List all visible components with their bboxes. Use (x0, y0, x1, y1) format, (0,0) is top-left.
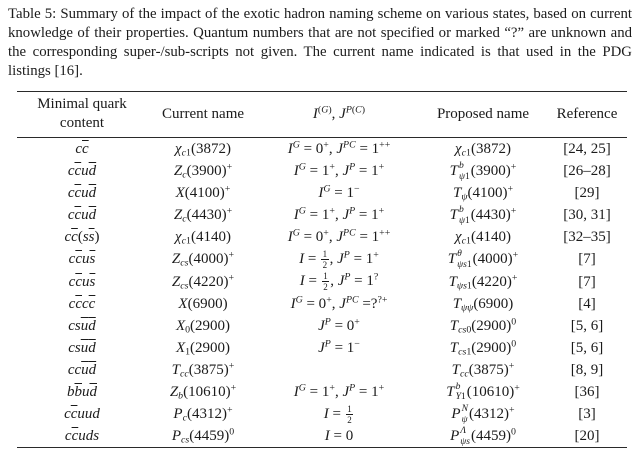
table-cell-quantum-numbers: IG = 0+, JPC =??+ (290, 294, 388, 312)
table-cell-reference: [20] (574, 428, 600, 445)
table-cell-proposed-name: Tcs1(2900)0 (449, 338, 517, 358)
table-cell-proposed-name: Tcc(3875)+ (451, 360, 515, 380)
table-cell-current-name: Zb(10610)+ (169, 382, 237, 402)
table-row: csud X1(2900) JP = 1− Tcs1(2900)0 [5, 6] (17, 337, 627, 359)
table-row: cc(ss) χc1(4140) IG = 0+, JPC = 1++ χc1(414… (17, 226, 627, 248)
table-cell-current-name: χc1(3872) (175, 141, 231, 159)
column-header: Current name (147, 91, 259, 138)
table-cell-quark-content: cc (75, 141, 89, 157)
table-row: ccud X(4100)+ IG = 1− Tψ(4100)+ [29] (17, 182, 627, 204)
table-cell-current-name: X1(2900) (175, 339, 231, 358)
table-cell-quark-content: ccuds (64, 428, 100, 445)
table-cell-quark-content: ccud (67, 185, 97, 201)
table-cell-quark-content: csud (68, 317, 96, 334)
table-cell-reference: [32–35] (563, 229, 611, 245)
column-header: Proposed name (419, 91, 547, 138)
table-cell-reference: [5, 6] (570, 317, 604, 334)
table-cell-current-name: X(6900) (178, 295, 228, 312)
table-cell-current-name: Zc(3900)+ (173, 161, 233, 181)
table-cell-current-name: Zcs(4000)+ (171, 249, 235, 269)
table-cell-quantum-numbers: JP = 1− (318, 338, 360, 356)
table-cell-quark-content: csud (68, 339, 96, 356)
table-cell-proposed-name: Tψs1(4220)+ (448, 272, 518, 292)
table-cell-proposed-name: Tψ(4100)+ (452, 183, 514, 203)
table-row: cc χc1(3872) IG = 0+, JPC = 1++ χc1(3872) [2… (17, 138, 627, 161)
table-cell-quantum-numbers: JP = 0+ (318, 316, 360, 334)
table-cell-reference: [24, 25] (563, 141, 611, 157)
table-cell-quantum-numbers: IG = 1+, JP = 1+ (293, 161, 385, 179)
column-header: Reference (547, 91, 627, 138)
table-cell-quark-content: ccud (67, 361, 97, 378)
table-cell-current-name: Pcs(4459)0 (171, 426, 235, 446)
table-cell-quark-content: cccc (68, 295, 96, 312)
table-cell-reference: [7] (578, 251, 596, 268)
table-cell-reference: [29] (574, 185, 600, 201)
table-cell-quantum-numbers: IG = 0+, JPC = 1++ (287, 139, 391, 157)
column-header: I(G), JP(C) (259, 91, 419, 138)
table-cell-current-name: X0(2900) (175, 317, 231, 336)
table-cell-quark-content: ccuud (64, 406, 100, 423)
table-cell-proposed-name: χc1(3872) (455, 141, 511, 159)
table-cell-reference: [26–28] (563, 163, 611, 179)
table-cell-quantum-numbers: IG = 1+, JP = 1+ (293, 382, 385, 400)
header-row: Minimal quark content Current name I(G), J… (17, 91, 627, 138)
table-cell-quantum-numbers: IG = 1− (318, 183, 360, 201)
table-cell-proposed-name: Tψψ(6900) (452, 295, 514, 314)
table-cell-current-name: Zc(4430)+ (173, 205, 233, 225)
hadron-naming-table: Minimal quark content Current name I(G), J… (17, 91, 627, 449)
table-cell-quantum-numbers: I = 0 (324, 428, 354, 445)
table-cell-current-name: χc1(4140) (175, 229, 231, 247)
table-caption: Table 5: Summary of the impact of the ex… (8, 6, 632, 79)
table-cell-quark-content: bbud (67, 383, 97, 400)
table-cell-reference: [3] (578, 406, 596, 423)
table-cell-reference: [5, 6] (570, 339, 604, 356)
table-cell-current-name: Zcs(4220)+ (171, 272, 235, 292)
table-cell-reference: [30, 31] (563, 207, 611, 223)
table-cell-quantum-numbers (259, 359, 419, 381)
table-cell-quark-content: ccus (68, 273, 96, 290)
table-body: cc χc1(3872) IG = 0+, JPC = 1++ χc1(3872) [2… (17, 138, 627, 448)
table-cell-proposed-name: Tcs0(2900)0 (449, 316, 517, 336)
table-cell-reference: [36] (574, 383, 600, 400)
document-page: Table 5: Summary of the impact of the ex… (0, 5, 640, 469)
column-header: Minimal quark content (17, 91, 147, 138)
table-row: cccc X(6900) IG = 0+, JPC =??+ Tψψ(6900) [4] (17, 293, 627, 315)
table-row: ccud Tcc(3875)+ Tcc(3875)+ [8, 9] (17, 359, 627, 381)
table-cell-current-name: Pc(4312)+ (173, 404, 233, 424)
table-cell-reference: [7] (578, 273, 596, 290)
table-cell-quark-content: ccus (68, 251, 96, 268)
table-cell-current-name: Tcc(3875)+ (171, 360, 235, 380)
table-row: csud X0(2900) JP = 0+ Tcs0(2900)0 [5, 6] (17, 315, 627, 337)
table-cell-quark-content: ccud (67, 207, 97, 223)
table-cell-quark-content: cc(ss) (64, 229, 100, 245)
table-cell-quantum-numbers: IG = 0+, JPC = 1++ (287, 227, 391, 245)
table-cell-current-name: X(4100)+ (175, 183, 231, 201)
table-cell-quark-content: ccud (67, 163, 97, 179)
table-cell-reference: [8, 9] (570, 361, 604, 378)
table-cell-reference: [4] (578, 295, 596, 312)
table-cell-proposed-name: χc1(4140) (455, 229, 511, 247)
table-cell-quantum-numbers: IG = 1+, JP = 1+ (293, 205, 385, 223)
